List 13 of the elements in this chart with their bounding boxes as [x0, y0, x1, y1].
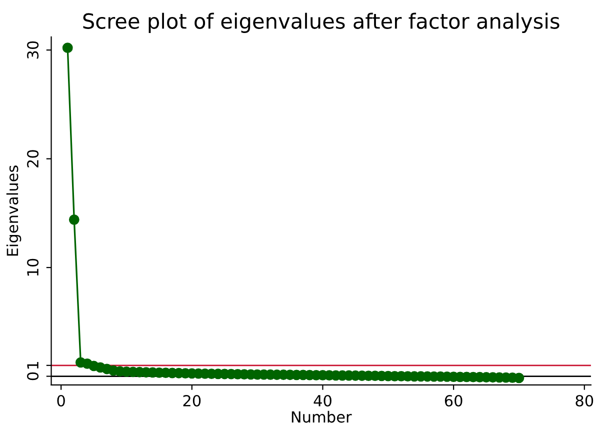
chart-title: Scree plot of eigenvalues after factor analysis — [83, 12, 560, 33]
y-tick-label: 20 — [27, 150, 39, 168]
x-axis-title: Number — [292, 410, 352, 423]
x-tick-label: 40 — [314, 394, 332, 407]
y-tick-label: 30 — [27, 41, 39, 59]
y-tick-label: 10 — [27, 258, 39, 276]
y-tick-label: 0 — [27, 372, 39, 380]
x-tick-label: 20 — [183, 394, 201, 407]
x-tick-label: 0 — [57, 394, 65, 407]
x-tick-label: 80 — [576, 394, 594, 407]
y-axis-title: Eigenvalues — [6, 166, 22, 256]
y-tick-label: 1 — [27, 362, 38, 369]
x-tick-label: 60 — [444, 394, 462, 407]
